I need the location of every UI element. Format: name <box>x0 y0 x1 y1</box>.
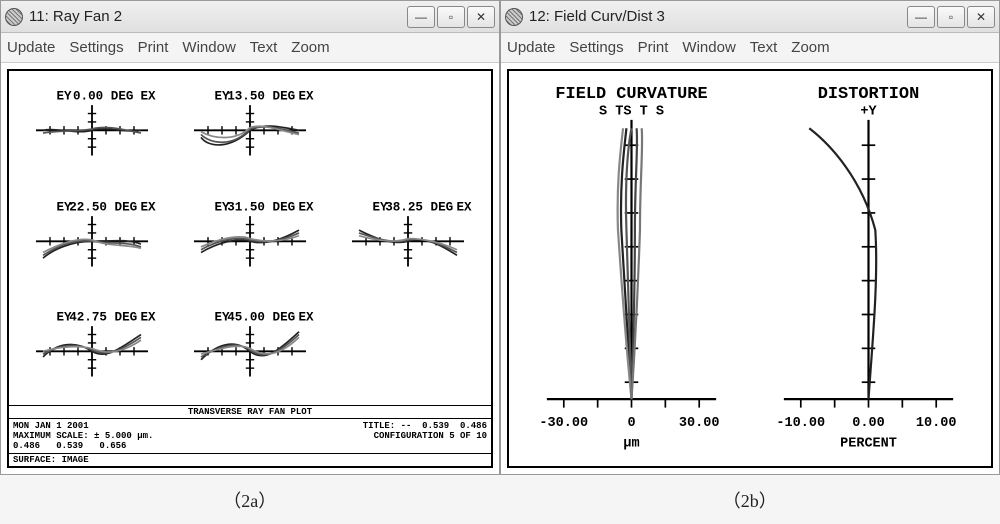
menu-window[interactable]: Window <box>182 39 235 56</box>
titlebar[interactable]: 11: Ray Fan 2 — ▫ ✕ <box>1 1 499 33</box>
menu-zoom[interactable]: Zoom <box>791 39 829 56</box>
svg-text:EX: EX <box>298 90 314 104</box>
svg-text:EX: EX <box>140 311 156 325</box>
svg-text:EX: EX <box>456 200 472 214</box>
window-ray-fan: 11: Ray Fan 2 — ▫ ✕ Update Settings Prin… <box>0 0 500 475</box>
rayfan-subplot: EY 22.50 DEG EX <box>15 188 169 295</box>
maximize-icon[interactable]: ▫ <box>937 6 965 28</box>
rayfan-subplot: EY 38.25 DEG EX <box>331 188 485 295</box>
rayfan-subplot: EY 42.75 DEG EX <box>15 298 169 405</box>
svg-text:0: 0 <box>627 416 635 431</box>
svg-text:EY: EY <box>56 90 72 104</box>
menu-settings[interactable]: Settings <box>69 39 123 56</box>
svg-text:0.00: 0.00 <box>852 416 884 431</box>
distortion-plot: DISTORTION +Y -10.00 0.00 10.00 PERCENT <box>750 75 987 468</box>
rayfan-subplot: EY 0.00 DEG EX <box>15 77 169 184</box>
footer-surface: SURFACE: IMAGE <box>9 453 491 466</box>
rayfan-subplot: EY 45.00 DEG EX <box>173 298 327 405</box>
svg-text:0.00 DEG: 0.00 DEG <box>73 90 133 104</box>
window-title: 11: Ray Fan 2 <box>29 8 407 25</box>
maximize-icon[interactable]: ▫ <box>437 6 465 28</box>
svg-text:PERCENT: PERCENT <box>840 437 897 452</box>
svg-text:42.75 DEG: 42.75 DEG <box>69 311 137 325</box>
caption-2b: （2b） <box>723 487 777 513</box>
menu-text[interactable]: Text <box>750 39 778 56</box>
window-field-curv-dist: 12: Field Curv/Dist 3 — ▫ ✕ Update Setti… <box>500 0 1000 475</box>
svg-text:EX: EX <box>298 311 314 325</box>
svg-text:µm: µm <box>623 437 639 452</box>
svg-text:FIELD CURVATURE: FIELD CURVATURE <box>555 85 707 104</box>
minimize-icon[interactable]: — <box>407 6 435 28</box>
svg-text:-30.00: -30.00 <box>539 416 588 431</box>
menu-zoom[interactable]: Zoom <box>291 39 329 56</box>
rayfan-subplot: EY 13.50 DEG EX <box>173 77 327 184</box>
menu-settings[interactable]: Settings <box>569 39 623 56</box>
rayfan-subplot <box>331 77 485 184</box>
close-icon[interactable]: ✕ <box>967 6 995 28</box>
app-icon <box>5 8 23 26</box>
field-curvature-plot: FIELD CURVATURE S TS T S -30.00 0 30.00 µm <box>513 75 750 468</box>
app-icon <box>505 8 523 26</box>
rayfan-subplot <box>331 298 485 405</box>
footer-info-left: MON JAN 1 2001 MAXIMUM SCALE: ± 5.000 µm… <box>13 421 153 451</box>
svg-text:S TS T S: S TS T S <box>599 105 664 120</box>
svg-text:EX: EX <box>298 200 314 214</box>
svg-text:22.50 DEG: 22.50 DEG <box>69 200 137 214</box>
svg-text:45.00 DEG: 45.00 DEG <box>227 311 295 325</box>
svg-text:-10.00: -10.00 <box>776 416 825 431</box>
menubar: Update Settings Print Window Text Zoom <box>501 33 999 63</box>
svg-text:38.25 DEG: 38.25 DEG <box>385 200 453 214</box>
menu-print[interactable]: Print <box>638 39 669 56</box>
menu-print[interactable]: Print <box>138 39 169 56</box>
svg-text:10.00: 10.00 <box>916 416 957 431</box>
figure-captions: （2a） （2b） <box>0 475 1000 524</box>
svg-text:EX: EX <box>140 200 156 214</box>
menu-window[interactable]: Window <box>682 39 735 56</box>
plot-title: TRANSVERSE RAY FAN PLOT <box>9 405 491 419</box>
close-icon[interactable]: ✕ <box>467 6 495 28</box>
footer-info-right: TITLE: -- 0.539 0.486 CONFIGURATION 5 OF… <box>363 421 487 451</box>
svg-text:31.50 DEG: 31.50 DEG <box>227 200 295 214</box>
fcd-plot-area: FIELD CURVATURE S TS T S -30.00 0 30.00 µm… <box>507 69 993 468</box>
rayfan-plot-area: EY 0.00 DEG EX EY 13.50 DEG EX EY 22.50 … <box>7 69 493 468</box>
caption-2a: （2a） <box>223 487 276 513</box>
svg-text:EX: EX <box>140 90 156 104</box>
svg-text:13.50 DEG: 13.50 DEG <box>227 90 295 104</box>
svg-text:+Y: +Y <box>860 105 877 120</box>
titlebar[interactable]: 12: Field Curv/Dist 3 — ▫ ✕ <box>501 1 999 33</box>
rayfan-subplot: EY 31.50 DEG EX <box>173 188 327 295</box>
svg-text:30.00: 30.00 <box>679 416 720 431</box>
minimize-icon[interactable]: — <box>907 6 935 28</box>
window-title: 12: Field Curv/Dist 3 <box>529 8 907 25</box>
menu-update[interactable]: Update <box>7 39 55 56</box>
menubar: Update Settings Print Window Text Zoom <box>1 33 499 63</box>
svg-text:DISTORTION: DISTORTION <box>818 85 919 104</box>
menu-text[interactable]: Text <box>250 39 278 56</box>
menu-update[interactable]: Update <box>507 39 555 56</box>
